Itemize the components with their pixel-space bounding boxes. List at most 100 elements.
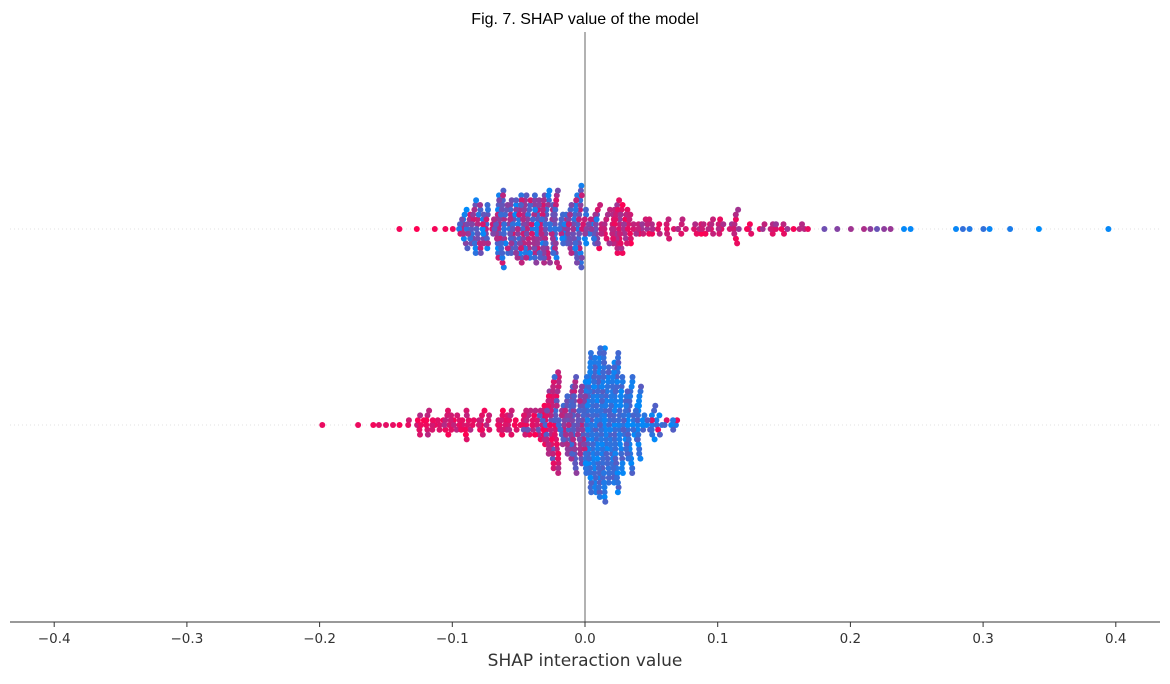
data-point bbox=[542, 226, 549, 232]
data-point bbox=[550, 460, 557, 467]
data-point bbox=[319, 422, 326, 428]
data-point bbox=[558, 412, 565, 419]
data-point bbox=[495, 226, 502, 232]
data-point bbox=[607, 206, 613, 213]
data-point bbox=[604, 383, 611, 390]
data-point bbox=[629, 378, 636, 385]
data-point bbox=[759, 226, 766, 232]
data-point bbox=[486, 426, 493, 433]
data-point bbox=[573, 197, 580, 204]
data-point bbox=[678, 230, 685, 237]
data-point bbox=[587, 350, 594, 356]
data-point bbox=[633, 230, 640, 237]
data-point bbox=[796, 226, 803, 232]
data-point bbox=[635, 412, 641, 419]
data-point bbox=[475, 422, 482, 428]
data-point bbox=[602, 431, 609, 438]
data-point bbox=[620, 417, 627, 424]
data-point bbox=[625, 412, 632, 419]
data-point bbox=[540, 245, 546, 252]
data-point bbox=[578, 388, 584, 395]
data-point bbox=[414, 417, 421, 424]
data-point bbox=[953, 226, 959, 232]
data-point bbox=[537, 254, 544, 261]
data-point bbox=[612, 216, 619, 223]
data-point bbox=[598, 441, 605, 448]
data-point bbox=[527, 407, 534, 414]
data-point bbox=[614, 489, 621, 496]
data-point bbox=[601, 412, 608, 419]
data-point bbox=[665, 216, 672, 223]
data-point bbox=[562, 407, 569, 414]
data-point bbox=[513, 426, 520, 433]
data-point bbox=[596, 489, 603, 496]
data-point bbox=[507, 230, 514, 237]
data-point bbox=[534, 417, 541, 424]
data-point bbox=[980, 226, 987, 232]
data-point bbox=[449, 226, 456, 232]
data-point bbox=[457, 221, 463, 228]
data-point bbox=[564, 450, 571, 457]
data-point bbox=[634, 436, 641, 443]
data-point bbox=[710, 216, 716, 223]
data-point bbox=[530, 426, 536, 433]
data-point bbox=[494, 240, 501, 247]
data-point bbox=[458, 426, 465, 433]
data-point bbox=[442, 426, 449, 433]
data-point bbox=[550, 393, 556, 400]
data-point bbox=[986, 226, 993, 232]
data-point bbox=[653, 417, 660, 424]
data-point bbox=[552, 202, 559, 208]
data-point bbox=[545, 398, 552, 404]
data-point bbox=[588, 489, 595, 496]
data-point bbox=[565, 230, 572, 237]
data-point bbox=[799, 221, 805, 228]
data-point bbox=[526, 431, 533, 438]
data-point bbox=[507, 211, 514, 218]
data-point bbox=[594, 441, 601, 448]
data-point bbox=[589, 431, 595, 438]
data-point bbox=[474, 235, 481, 242]
data-point bbox=[523, 407, 530, 414]
data-point bbox=[553, 398, 560, 404]
data-point bbox=[578, 182, 585, 189]
data-point bbox=[567, 245, 574, 252]
data-point bbox=[537, 226, 544, 232]
data-point bbox=[565, 422, 572, 428]
data-point bbox=[610, 369, 617, 376]
data-point bbox=[589, 412, 596, 419]
data-point bbox=[426, 407, 433, 414]
data-point bbox=[453, 426, 460, 433]
data-point bbox=[710, 230, 717, 237]
data-point bbox=[441, 422, 448, 428]
data-point bbox=[532, 197, 538, 204]
data-point bbox=[570, 226, 577, 232]
data-point bbox=[582, 465, 589, 472]
data-point bbox=[517, 202, 524, 208]
data-point bbox=[637, 388, 644, 395]
data-point bbox=[623, 211, 630, 218]
data-point bbox=[570, 436, 577, 443]
data-point bbox=[500, 230, 507, 237]
data-point bbox=[603, 216, 610, 223]
data-point bbox=[735, 206, 742, 213]
x-tick-label: −0.1 bbox=[436, 631, 469, 647]
data-point bbox=[656, 221, 663, 228]
data-point bbox=[628, 383, 635, 390]
data-point bbox=[569, 450, 576, 457]
data-point bbox=[568, 250, 575, 256]
data-point bbox=[570, 221, 576, 228]
data-point bbox=[582, 206, 589, 213]
data-point bbox=[461, 211, 468, 218]
data-point bbox=[459, 216, 466, 223]
data-point bbox=[612, 388, 619, 395]
data-point bbox=[601, 489, 608, 496]
data-point bbox=[499, 259, 506, 266]
data-point bbox=[570, 230, 577, 237]
data-point bbox=[518, 254, 525, 261]
data-point bbox=[620, 422, 627, 428]
data-point bbox=[595, 364, 602, 371]
data-point bbox=[540, 426, 547, 433]
data-point bbox=[615, 417, 622, 424]
data-point bbox=[584, 402, 591, 409]
